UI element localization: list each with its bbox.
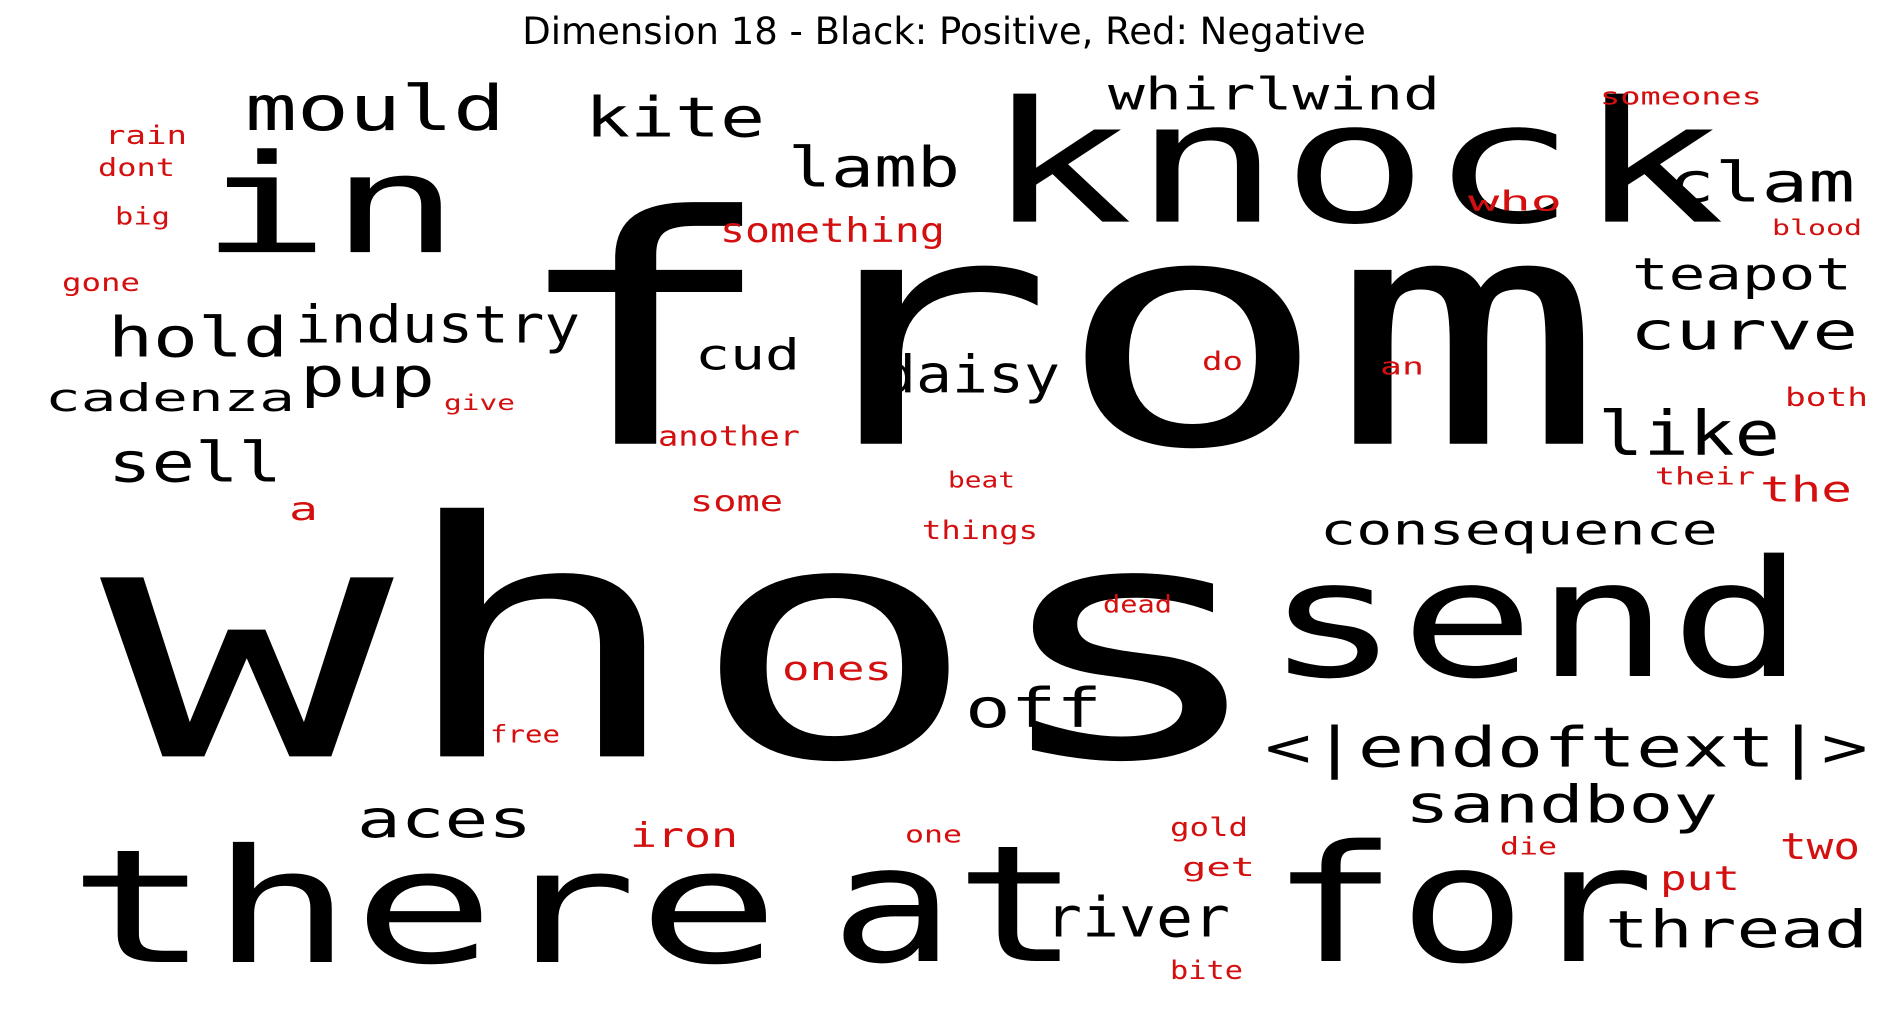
cloud-word: ones — [782, 651, 892, 689]
chart-title: Dimension 18 - Black: Positive, Red: Neg… — [522, 10, 1366, 53]
cloud-word: bite — [1170, 955, 1243, 985]
cloud-word: blood — [1772, 216, 1862, 241]
cloud-word: at — [830, 810, 1080, 999]
cloud-word: daisy — [880, 346, 1060, 406]
cloud-word: a — [289, 490, 318, 528]
cloud-word: send — [1265, 526, 1805, 715]
cloud-word: from — [505, 149, 1605, 519]
cloud-word: cadenza — [45, 375, 295, 420]
cloud-word: free — [490, 721, 560, 749]
cloud-word: clam — [1668, 150, 1855, 215]
cloud-word: consequence — [1320, 506, 1718, 555]
cloud-word: big — [115, 203, 170, 230]
cloud-word: one — [905, 820, 962, 848]
cloud-word: knock — [985, 65, 1725, 262]
cloud-word: die — [1500, 832, 1557, 860]
cloud-word: aces — [357, 790, 532, 850]
cloud-word: their — [1655, 462, 1755, 490]
cloud-word: things — [922, 515, 1038, 545]
cloud-word: curve — [1630, 301, 1858, 363]
cloud-word: gold — [1170, 812, 1248, 842]
cloud-word: like — [1598, 399, 1780, 470]
cloud-word: lamb — [788, 136, 960, 200]
cloud-word: dont — [98, 153, 175, 182]
cloud-word: kite — [585, 85, 765, 150]
cloud-word: gone — [62, 268, 140, 297]
cloud-word: whos — [100, 452, 1275, 833]
cloud-word: off — [965, 676, 1102, 740]
cloud-word: cud — [695, 331, 800, 380]
cloud-word: dead — [1103, 591, 1172, 618]
cloud-word: mould — [245, 72, 505, 145]
cloud-word: get — [1182, 852, 1255, 882]
cloud-word: there — [68, 816, 780, 1000]
cloud-word: an — [1380, 353, 1424, 381]
cloud-word: industry — [295, 296, 580, 355]
cloud-word: who — [1468, 185, 1562, 217]
cloud-word: the — [1760, 469, 1852, 511]
cloud-word: put — [1660, 859, 1740, 899]
cloud-word: two — [1780, 825, 1860, 868]
cloud-word: hold — [108, 305, 288, 370]
cloud-word: in — [200, 125, 460, 285]
cloud-word: teapot — [1632, 248, 1852, 300]
cloud-word: <|endoftext|> — [1265, 715, 1868, 780]
cloud-word: some — [690, 485, 783, 518]
cloud-word: both — [1785, 383, 1868, 413]
cloud-word: thread — [1605, 900, 1868, 959]
cloud-word: do — [1202, 347, 1243, 377]
cloud-word: beat — [948, 467, 1015, 493]
cloud-word: someones — [1600, 82, 1762, 110]
cloud-word: something — [720, 210, 945, 250]
cloud-word: another — [658, 421, 800, 452]
cloud-word: river — [1045, 885, 1230, 949]
cloud-word: give — [444, 391, 515, 416]
cloud-word: for — [1270, 810, 1655, 999]
cloud-word: pup — [300, 345, 435, 410]
cloud-word: sell — [108, 431, 282, 496]
cloud-word: rain — [105, 121, 187, 151]
cloud-word: sandboy — [1405, 776, 1718, 835]
cloud-word: iron — [630, 816, 738, 855]
cloud-word: whirlwind — [1108, 68, 1440, 120]
